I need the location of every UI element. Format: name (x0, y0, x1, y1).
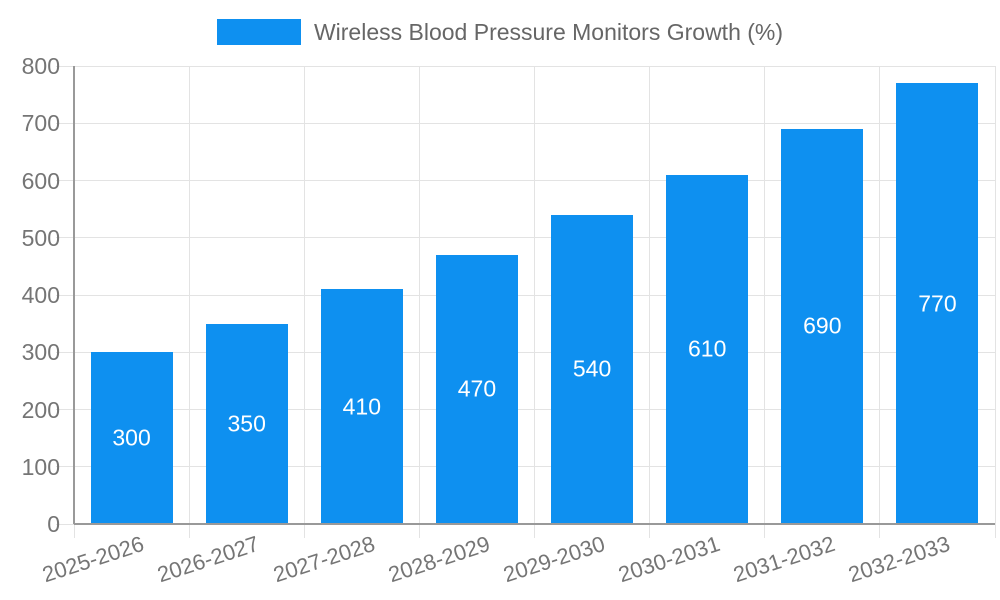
bar-value-label: 410 (342, 393, 381, 420)
x-tick-label: 2025-2026 (39, 531, 148, 588)
x-tick-label: 2026-2027 (154, 531, 263, 588)
y-tick-label: 300 (21, 339, 60, 366)
y-axis-tick (56, 523, 74, 525)
legend: Wireless Blood Pressure Monitors Growth … (0, 12, 1000, 52)
bar (205, 323, 288, 524)
x-axis-tick (534, 524, 535, 538)
bar-value-label: 470 (457, 375, 497, 402)
legend-swatch (216, 19, 301, 45)
x-axis-tick (879, 524, 881, 538)
y-axis-tick (56, 294, 74, 296)
bar (320, 289, 403, 524)
x-tick-label: 2028-2029 (384, 531, 493, 588)
x-axis-tick (764, 524, 766, 538)
y-tick-label: 700 (21, 110, 60, 137)
bar (666, 174, 749, 524)
gridline-vertical (188, 66, 190, 524)
y-tick-label: 0 (47, 511, 60, 537)
bar (896, 83, 979, 524)
gridline-vertical (879, 66, 881, 524)
bar-value-label: 770 (918, 290, 957, 317)
y-axis-tick (56, 122, 74, 124)
y-tick-label: 600 (21, 167, 60, 194)
bar-value-label: 350 (227, 410, 266, 437)
x-tick-label: 2031-2032 (730, 531, 839, 588)
bar-value-label: 540 (572, 355, 612, 382)
x-axis-tick (303, 524, 305, 538)
y-tick-label: 800 (21, 53, 60, 79)
y-axis-tick (56, 180, 74, 181)
gridline-vertical (764, 66, 766, 524)
gridline-vertical (534, 66, 535, 524)
x-tick-label: 2032-2033 (845, 531, 954, 588)
legend-label: Wireless Blood Pressure Monitors Growth … (313, 18, 784, 45)
x-axis-tick (188, 524, 190, 538)
bar-value-label: 300 (112, 424, 151, 451)
x-axis-tick (994, 524, 996, 538)
x-tick-label: 2029-2030 (499, 531, 608, 588)
gridline-vertical (418, 66, 420, 524)
y-tick-label: 400 (21, 282, 60, 308)
x-axis-line (74, 523, 995, 525)
bar (551, 214, 634, 524)
y-axis-tick (56, 237, 74, 239)
y-tick-label: 200 (21, 396, 60, 423)
bar-value-label: 690 (803, 312, 842, 339)
y-axis-tick (56, 409, 74, 410)
y-axis-tick (56, 351, 74, 353)
y-axis-tick (56, 466, 74, 468)
x-tick-label: 2030-2031 (615, 531, 723, 588)
y-axis-tick (56, 65, 74, 67)
y-tick-label: 100 (21, 453, 60, 480)
y-tick-label: 500 (21, 224, 60, 251)
gridline-vertical (994, 66, 996, 524)
gridline-vertical (303, 66, 305, 524)
x-axis-tick (73, 524, 75, 538)
bar (781, 128, 864, 524)
x-axis-tick (418, 524, 420, 538)
gridline-vertical (649, 66, 651, 524)
y-axis-line (73, 66, 75, 524)
bar-value-label: 610 (688, 335, 727, 362)
x-tick-label: 2027-2028 (269, 531, 378, 588)
bar (90, 352, 173, 524)
bar (435, 254, 518, 524)
x-axis-tick (649, 524, 651, 538)
